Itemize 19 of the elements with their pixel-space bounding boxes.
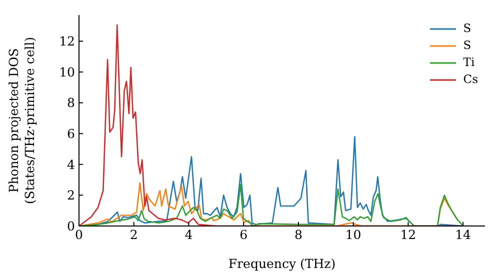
y-tick-label: 2 <box>67 188 75 203</box>
legend-label: Cs <box>463 71 478 88</box>
y-tick-label: 8 <box>67 95 76 110</box>
y-tick-label: 6 <box>67 126 76 142</box>
legend-label: S <box>463 37 472 54</box>
x-tick-label: 10 <box>345 226 362 242</box>
x-tick-label: 8 <box>294 226 302 242</box>
y-tick-label: 4 <box>67 156 76 172</box>
y-axis-title: Phonon projected DOS (States/THz·primitive cell) <box>6 36 37 204</box>
y-tick-label: 12 <box>59 34 75 49</box>
x-tick-label: 12 <box>400 226 416 242</box>
legend-label: Ti <box>463 54 475 71</box>
x-axis-title: Frequency (THz) <box>228 256 336 271</box>
y-tick-label: 10 <box>59 64 76 80</box>
x-tick-label: 14 <box>455 226 472 242</box>
legend-label: S <box>463 20 472 37</box>
x-tick-label: 6 <box>240 226 248 242</box>
x-tick-label: 4 <box>184 226 193 242</box>
x-tick-label: 2 <box>130 226 138 242</box>
